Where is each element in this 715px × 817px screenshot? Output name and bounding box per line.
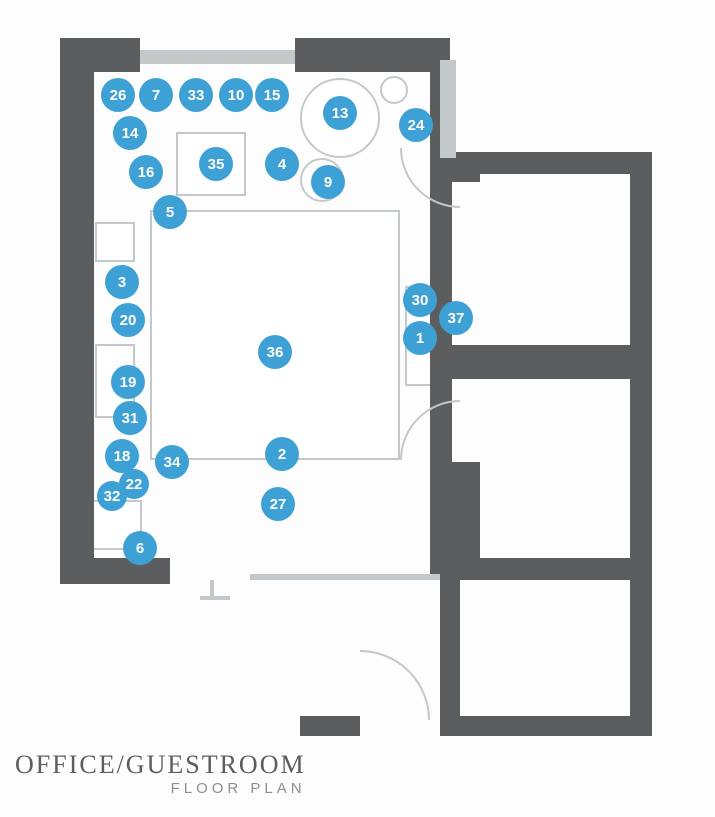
thin-line xyxy=(250,574,440,580)
marker-14: 14 xyxy=(113,116,147,150)
title-line-2: FLOOR PLAN xyxy=(15,780,306,797)
marker-24: 24 xyxy=(399,108,433,142)
thin-line xyxy=(140,50,295,64)
floor-plan-canvas: 2673310151324141635495320301373619311834… xyxy=(0,0,715,817)
wall-segment xyxy=(452,345,652,379)
wall-segment xyxy=(630,152,652,362)
marker-19: 19 xyxy=(111,365,145,399)
wall-segment xyxy=(295,38,450,72)
marker-37: 37 xyxy=(439,301,473,335)
marker-2: 2 xyxy=(265,437,299,471)
marker-27: 27 xyxy=(261,487,295,521)
marker-7: 7 xyxy=(139,78,173,112)
marker-6: 6 xyxy=(123,531,157,565)
marker-5: 5 xyxy=(153,195,187,229)
marker-18: 18 xyxy=(105,439,139,473)
marker-1: 1 xyxy=(403,321,437,355)
door-swing xyxy=(400,148,460,208)
marker-30: 30 xyxy=(403,283,437,317)
door-swing xyxy=(400,400,460,460)
wall-segment xyxy=(452,152,642,174)
marker-13: 13 xyxy=(323,96,357,130)
marker-31: 31 xyxy=(113,401,147,435)
marker-4: 4 xyxy=(265,147,299,181)
title-block: OFFICE/GUESTROOM FLOOR PLAN xyxy=(15,750,306,797)
wall-segment xyxy=(300,716,360,736)
marker-34: 34 xyxy=(155,445,189,479)
marker-35: 35 xyxy=(199,147,233,181)
marker-10: 10 xyxy=(219,78,253,112)
marker-32: 32 xyxy=(97,481,127,511)
marker-33: 33 xyxy=(179,78,213,112)
marker-26: 26 xyxy=(101,78,135,112)
wall-segment xyxy=(440,580,460,730)
furniture-shape xyxy=(380,76,408,104)
thin-line xyxy=(200,596,230,600)
marker-16: 16 xyxy=(129,155,163,189)
wall-segment xyxy=(452,558,642,580)
door-swing xyxy=(360,650,430,720)
thin-line xyxy=(440,60,456,158)
wall-segment xyxy=(630,362,652,736)
marker-20: 20 xyxy=(111,303,145,337)
marker-36: 36 xyxy=(258,335,292,369)
wall-segment xyxy=(60,60,94,580)
furniture-shape xyxy=(95,222,135,262)
marker-15: 15 xyxy=(255,78,289,112)
wall-segment xyxy=(440,716,652,736)
marker-9: 9 xyxy=(311,165,345,199)
wall-segment xyxy=(60,558,170,584)
marker-3: 3 xyxy=(105,265,139,299)
title-line-1: OFFICE/GUESTROOM xyxy=(15,750,306,780)
